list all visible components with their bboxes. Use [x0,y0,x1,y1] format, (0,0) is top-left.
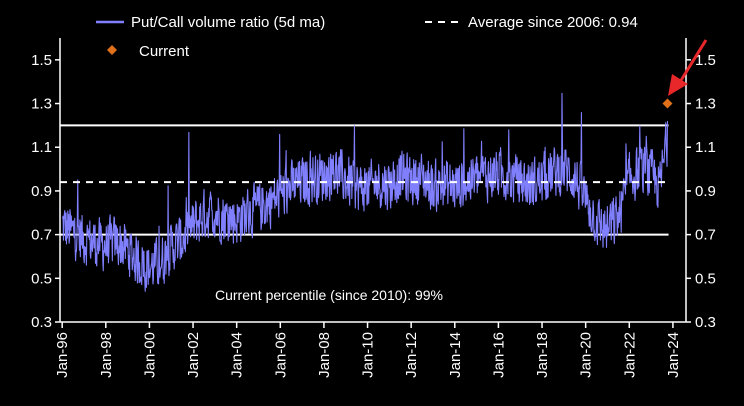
x-tick-label: Jan-00 [141,332,158,378]
x-tick-label: Jan-08 [316,332,333,378]
y-tick-label-right: 0.7 [695,227,716,244]
x-axis: Jan-96 Jan-98 Jan-00 Jan-02 Jan-04 Jan-06 Jan-… [54,322,682,378]
y-tick-label-left: 0.9 [31,183,52,200]
y-tick-label-right: 1.5 [695,52,716,69]
y-tick-label-left: 0.5 [31,270,52,287]
current-arrow [668,39,708,96]
x-tick-label: Jan-96 [54,332,71,378]
x-tick-label: Jan-18 [534,332,551,378]
legend-label-put-call: Put/Call volume ratio (5d ma) [131,14,325,31]
x-tick-label: Jan-04 [229,332,246,378]
x-tick-label: Jan-10 [360,332,377,378]
legend-swatch-current [107,45,117,55]
x-tick-label: Jan-98 [98,332,115,378]
current-marker [662,98,673,109]
put-call-ratio-line [61,92,669,292]
legend-label-current: Current [139,43,190,60]
y-tick-label-left: 1.3 [31,96,52,113]
y-tick-label-right: 1.1 [695,139,716,156]
y-tick-label-left: 1.5 [31,52,52,69]
y-axis-right: 1.5 1.3 1.1 0.9 0.7 0.5 0.3 [686,52,716,331]
x-tick-label: Jan-12 [403,332,420,378]
legend-label-average: Average since 2006: 0.94 [468,14,638,31]
x-tick-label: Jan-02 [185,332,202,378]
y-tick-label-right: 1.3 [695,96,716,113]
y-tick-label-left: 1.1 [31,139,52,156]
y-tick-label-left: 0.7 [31,227,52,244]
x-tick-label: Jan-20 [578,332,595,378]
y-tick-label-right: 0.3 [695,314,716,331]
y-axis-left: 1.5 1.3 1.1 0.9 0.7 0.5 0.3 [31,52,60,331]
current-percentile-annotation: Current percentile (since 2010): 99% [215,287,443,303]
y-tick-label-left: 0.3 [31,314,52,331]
y-tick-label-right: 0.5 [695,270,716,287]
x-tick-label: Jan-16 [490,332,507,378]
legend: Put/Call volume ratio (5d ma) Average si… [96,14,638,60]
x-tick-label: Jan-24 [665,332,682,378]
x-tick-label: Jan-14 [447,332,464,378]
x-tick-label: Jan-06 [272,332,289,378]
x-tick-label: Jan-22 [621,332,638,378]
y-tick-label-right: 0.9 [695,183,716,200]
